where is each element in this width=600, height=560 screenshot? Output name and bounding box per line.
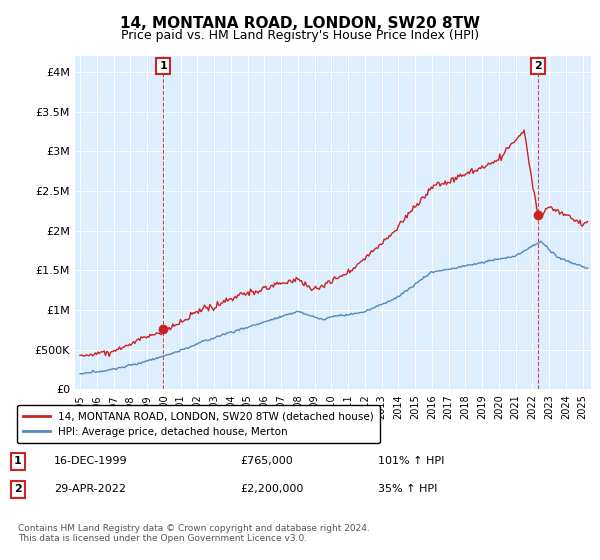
Text: Contains HM Land Registry data © Crown copyright and database right 2024.
This d: Contains HM Land Registry data © Crown c…: [18, 524, 370, 543]
Text: 1: 1: [14, 456, 22, 466]
Text: £2,200,000: £2,200,000: [240, 484, 304, 494]
Text: 2: 2: [534, 61, 542, 71]
Text: 29-APR-2022: 29-APR-2022: [54, 484, 126, 494]
Text: £765,000: £765,000: [240, 456, 293, 466]
Text: 35% ↑ HPI: 35% ↑ HPI: [378, 484, 437, 494]
Text: 16-DEC-1999: 16-DEC-1999: [54, 456, 128, 466]
Text: 14, MONTANA ROAD, LONDON, SW20 8TW: 14, MONTANA ROAD, LONDON, SW20 8TW: [120, 16, 480, 31]
Text: Price paid vs. HM Land Registry's House Price Index (HPI): Price paid vs. HM Land Registry's House …: [121, 29, 479, 42]
Text: 101% ↑ HPI: 101% ↑ HPI: [378, 456, 445, 466]
Legend: 14, MONTANA ROAD, LONDON, SW20 8TW (detached house), HPI: Average price, detache: 14, MONTANA ROAD, LONDON, SW20 8TW (deta…: [17, 405, 380, 443]
Text: 2: 2: [14, 484, 22, 494]
Text: 1: 1: [159, 61, 167, 71]
